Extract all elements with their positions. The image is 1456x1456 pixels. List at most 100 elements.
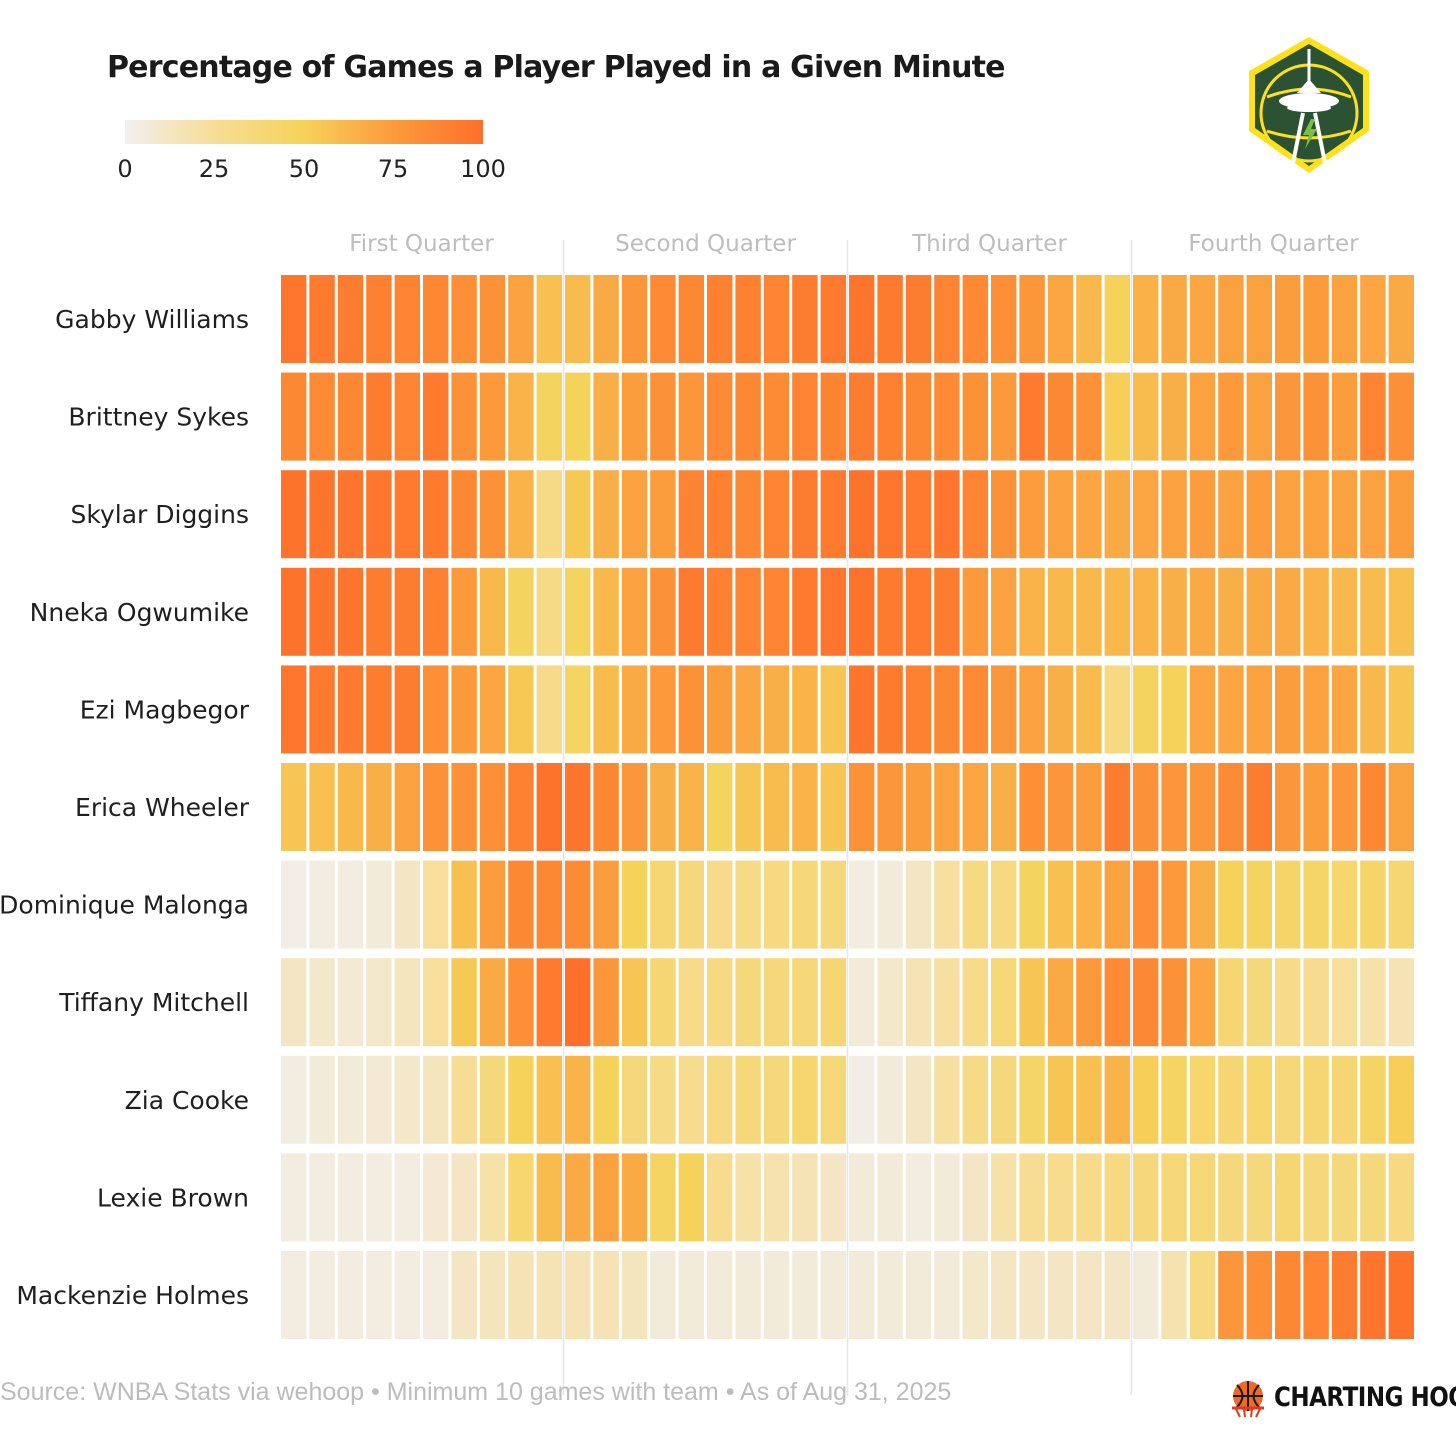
heatmap-cell xyxy=(1047,1251,1074,1339)
heatmap-cell xyxy=(309,1055,335,1144)
legend-tick-25: 25 xyxy=(198,155,230,183)
heatmap-cell xyxy=(934,470,960,559)
heatmap-cell xyxy=(536,958,562,1047)
heatmap-cell xyxy=(991,1055,1017,1144)
heatmap-cell xyxy=(1189,275,1216,363)
heatmap-cell xyxy=(905,1153,932,1242)
heatmap-cell xyxy=(1047,470,1074,559)
heatmap-cell xyxy=(1133,275,1159,363)
heatmap-cell xyxy=(593,958,619,1047)
heatmap-cell xyxy=(1246,567,1272,656)
heatmap-cell xyxy=(1189,1153,1216,1242)
heatmap-cell xyxy=(1331,470,1358,559)
heatmap-cell xyxy=(763,1055,790,1144)
heatmap-cell xyxy=(1331,763,1358,851)
heatmap-cell xyxy=(621,860,648,949)
heatmap-cell xyxy=(451,958,477,1047)
heatmap-cell xyxy=(451,763,477,851)
heatmap-cell xyxy=(934,1251,960,1339)
heatmap-cell xyxy=(962,1055,988,1144)
heatmap-cell xyxy=(536,1251,562,1339)
heatmap-cell xyxy=(394,567,420,656)
heatmap-cell xyxy=(1388,470,1414,559)
heatmap-cell xyxy=(1218,470,1244,559)
heatmap-cell xyxy=(735,470,761,559)
heatmap-cell xyxy=(991,860,1017,949)
heatmap-cell xyxy=(905,763,932,851)
heatmap-cell xyxy=(1303,567,1329,656)
heatmap-cell xyxy=(1189,1251,1216,1339)
heatmap-cell xyxy=(337,1153,364,1242)
heatmap-cell xyxy=(281,567,307,656)
heatmap-cell xyxy=(451,860,477,949)
heatmap-cell xyxy=(792,1251,818,1339)
heatmap-cell xyxy=(934,958,960,1047)
heatmap-cell xyxy=(678,470,704,559)
heatmap-cell xyxy=(877,763,903,851)
player-label: Skylar Diggins xyxy=(71,500,250,529)
heatmap-cell xyxy=(678,1055,704,1144)
heatmap-cell xyxy=(1303,1055,1329,1144)
heatmap-cell xyxy=(877,958,903,1047)
heatmap-cell xyxy=(650,372,676,461)
heatmap-cell xyxy=(1246,1251,1272,1339)
heatmap-cell xyxy=(707,470,733,559)
heatmap-cell xyxy=(479,372,506,461)
heatmap-cell xyxy=(1104,275,1130,363)
heatmap-cell xyxy=(1218,1055,1244,1144)
heatmap-cell xyxy=(1019,665,1045,754)
heatmap-cell xyxy=(1161,1153,1187,1242)
heatmap-cell xyxy=(1047,372,1074,461)
heatmap-cell xyxy=(366,1055,392,1144)
heatmap-cell xyxy=(366,860,392,949)
heatmap-cell xyxy=(1189,470,1216,559)
heatmap-cell xyxy=(281,860,307,949)
heatmap-cell xyxy=(678,665,704,754)
heatmap-cell xyxy=(423,567,449,656)
heatmap-cell xyxy=(1388,567,1414,656)
heatmap-cell xyxy=(1019,860,1045,949)
heatmap-cell xyxy=(1076,1055,1102,1144)
heatmap-cell xyxy=(1388,372,1414,461)
heatmap-cell xyxy=(281,1055,307,1144)
heatmap-cell xyxy=(820,372,846,461)
heatmap-cell xyxy=(593,470,619,559)
heatmap-cell xyxy=(1331,372,1358,461)
heatmap-cell xyxy=(508,567,534,656)
heatmap-cell xyxy=(508,860,534,949)
heatmap-cell xyxy=(1218,763,1244,851)
heatmap-cell xyxy=(1303,1251,1329,1339)
heatmap-cell xyxy=(337,470,364,559)
heatmap-cell xyxy=(281,470,307,559)
heatmap-cell xyxy=(877,567,903,656)
heatmap-cell xyxy=(1189,860,1216,949)
heatmap-cell xyxy=(707,763,733,851)
heatmap-cell xyxy=(366,470,392,559)
heatmap-cell xyxy=(394,1153,420,1242)
heatmap-cell xyxy=(1275,1055,1301,1144)
heatmap-cell xyxy=(309,958,335,1047)
source-note: Source: WNBA Stats via wehoop • Minimum … xyxy=(0,1378,952,1406)
heatmap-cell xyxy=(1331,1055,1358,1144)
heatmap-cell xyxy=(763,958,790,1047)
heatmap-cell xyxy=(792,275,818,363)
heatmap-cell xyxy=(905,470,932,559)
heatmap-cell xyxy=(849,860,875,949)
heatmap-cell xyxy=(394,763,420,851)
heatmap-cell xyxy=(905,665,932,754)
heatmap-cell xyxy=(309,275,335,363)
heatmap-cell xyxy=(820,1055,846,1144)
heatmap-cell xyxy=(508,1055,534,1144)
heatmap-cell xyxy=(1246,275,1272,363)
heatmap-cell xyxy=(508,470,534,559)
heatmap-cell xyxy=(337,665,364,754)
heatmap-cell xyxy=(479,958,506,1047)
heatmap-cell xyxy=(1047,860,1074,949)
heatmap-cell xyxy=(1331,958,1358,1047)
heatmap-cell xyxy=(1189,567,1216,656)
heatmap-cell xyxy=(1189,372,1216,461)
heatmap-cell xyxy=(1133,372,1159,461)
heatmap-cell xyxy=(1047,567,1074,656)
heatmap-cell xyxy=(877,1055,903,1144)
heatmap-cell xyxy=(1218,860,1244,949)
